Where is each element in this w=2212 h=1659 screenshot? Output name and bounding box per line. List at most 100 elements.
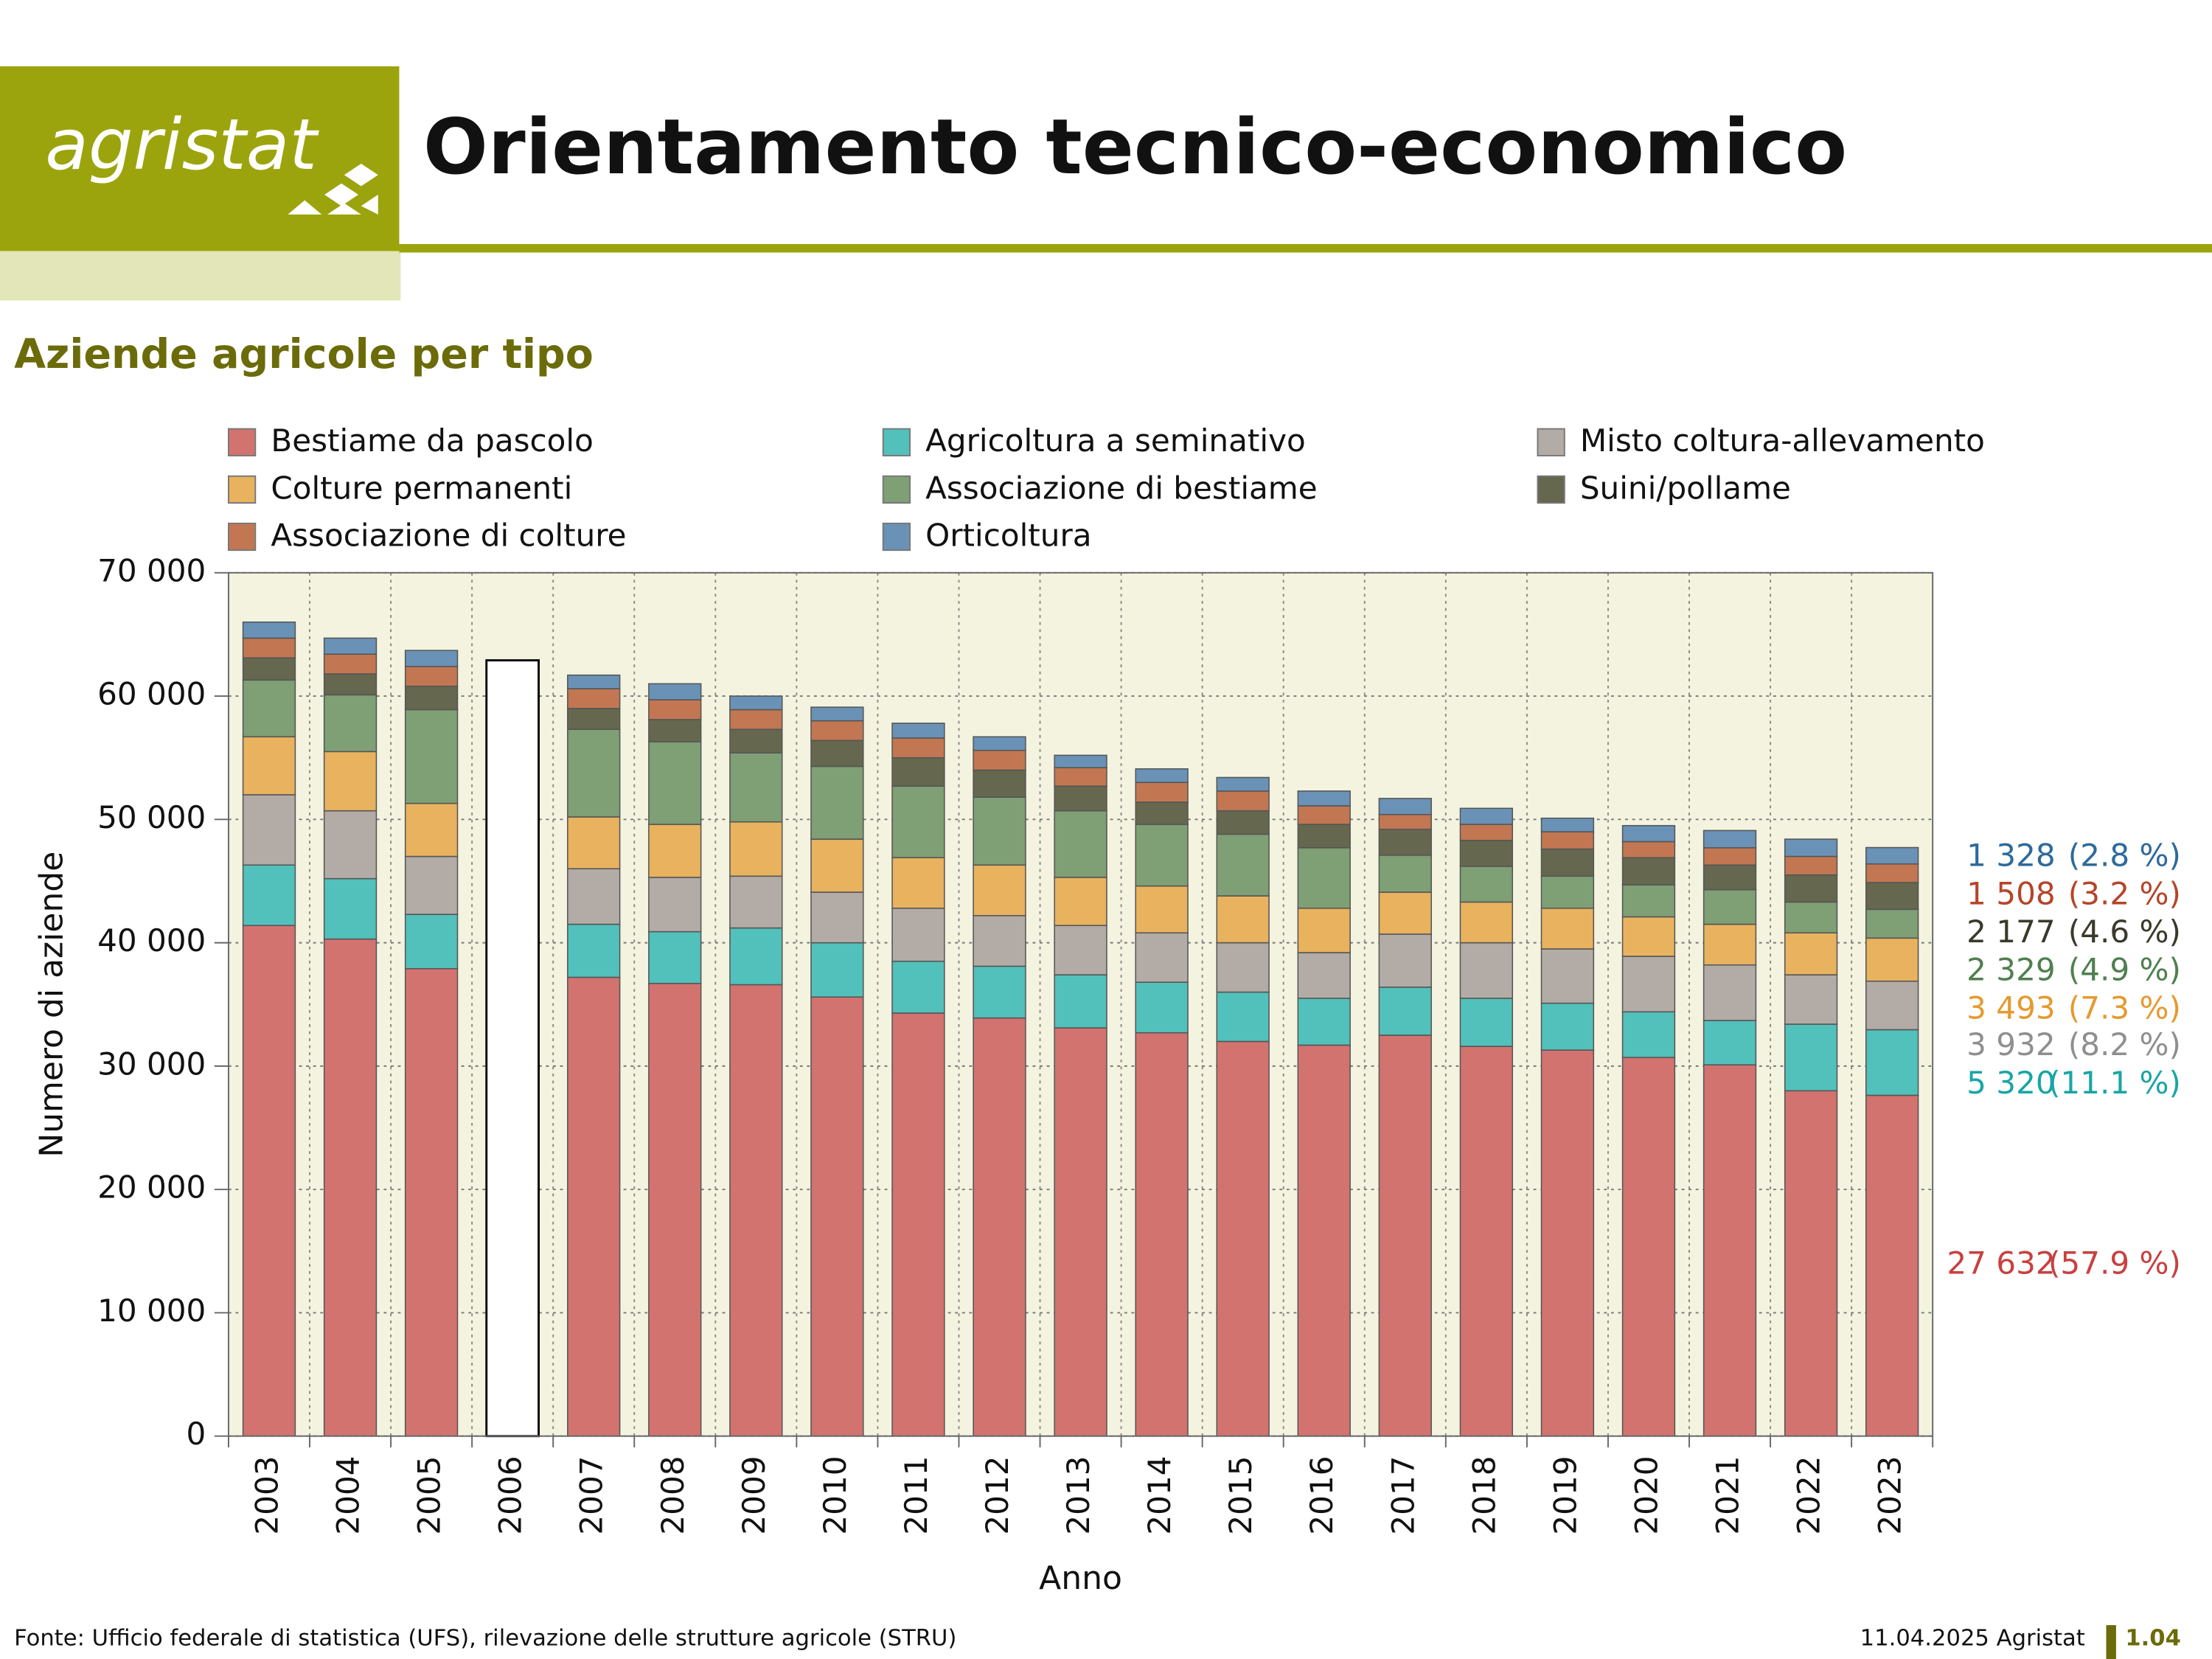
x-tick-label: 2014 (1141, 1455, 1178, 1534)
bar-segment (1459, 824, 1514, 841)
bar-segment (973, 736, 1026, 751)
bar-segment (1540, 875, 1595, 909)
bar-segment (323, 751, 378, 812)
end-share-label: (11.1 %) (2048, 1065, 2181, 1101)
x-tick-label: 2004 (330, 1455, 366, 1534)
source: Fonte: Ufficio federale di statistica (U… (14, 1626, 956, 1652)
bar-segment (1378, 828, 1432, 856)
bar-segment (1621, 857, 1676, 886)
bar-segment (1621, 956, 1676, 1013)
bar-segment (1135, 932, 1189, 983)
bar-segment (729, 821, 783, 877)
end-share-label: (2.8 %) (2068, 838, 2181, 874)
bar-segment (1297, 998, 1351, 1046)
bar-segment (1540, 1049, 1595, 1437)
legend-label: Agricoltura a seminativo (925, 422, 1306, 459)
logo-mark (288, 163, 378, 215)
bar-segment (1784, 838, 1838, 858)
bar-segment (973, 749, 1026, 771)
bar-segment (1865, 863, 1919, 883)
legend-label: Associazione di bestiame (925, 470, 1318, 506)
bar-segment (1135, 824, 1189, 887)
bar-segment (1459, 901, 1514, 944)
x-tick-label: 2015 (1222, 1455, 1259, 1534)
legend-swatch (227, 522, 257, 552)
end-value-label: 1 508 (1966, 875, 2055, 911)
bar-segment (810, 765, 864, 840)
legend-label: Colture permanenti (271, 470, 572, 506)
y-tick-label: 30 000 (97, 1046, 206, 1082)
bar-segment (1297, 908, 1351, 953)
bar-segment (1459, 942, 1514, 999)
bar-segment (1216, 991, 1270, 1043)
legend-swatch (882, 428, 911, 456)
bar-segment (404, 802, 459, 858)
bar-segment (810, 720, 864, 742)
bar-segment (1297, 1044, 1351, 1437)
bar-segment (891, 785, 945, 858)
x-tick-label: 2010 (817, 1455, 853, 1534)
bar-segment (1540, 817, 1595, 832)
x-tick-label: 2009 (736, 1455, 772, 1534)
bar-segment (891, 908, 945, 962)
bar-segment (891, 723, 945, 739)
bar-segment (1459, 998, 1514, 1047)
end-value-label: 3 932 (1966, 1026, 2055, 1062)
bar-segment (567, 923, 621, 978)
bar-segment (567, 688, 621, 709)
bar-segment (1703, 847, 1757, 866)
bar-segment (323, 877, 378, 940)
end-value-label: 2 329 (1966, 952, 2055, 988)
bar-segment (973, 1017, 1026, 1437)
x-tick-label: 2003 (248, 1455, 285, 1534)
bar-segment (1054, 754, 1107, 768)
bar-segment (1703, 864, 1757, 891)
bar-segment (1784, 1023, 1838, 1092)
logo: agristat (45, 103, 319, 186)
bar-segment (1297, 952, 1351, 999)
total-bar (485, 659, 540, 1438)
bar-segment (323, 694, 378, 753)
x-tick-label: 2022 (1791, 1455, 1827, 1534)
bar-segment (1621, 1057, 1676, 1437)
bar-segment (1054, 974, 1107, 1029)
y-tick-label: 60 000 (97, 676, 206, 712)
bar-segment (810, 838, 864, 893)
bar-segment (973, 796, 1026, 866)
bar-segment (1135, 782, 1189, 803)
bar-segment (1459, 866, 1514, 903)
bar-segment (648, 824, 702, 878)
end-share-label: (3.2 %) (2068, 875, 2181, 911)
bar-segment (810, 996, 864, 1437)
end-share-label: (4.6 %) (2068, 914, 2181, 950)
bar-segment (648, 699, 702, 720)
bar-segment (1378, 1034, 1432, 1437)
bar-segment (729, 728, 783, 754)
x-tick-label: 2017 (1385, 1455, 1421, 1534)
bar-segment (1621, 824, 1676, 843)
bar-segment (1054, 785, 1107, 812)
bar-segment (1378, 855, 1432, 893)
legend-label: Bestiame da pascolo (271, 422, 594, 459)
bar-segment (242, 864, 296, 926)
bar-segment (1378, 891, 1432, 935)
bar-segment (1378, 987, 1432, 1036)
end-share-label: (4.9 %) (2068, 952, 2181, 988)
page-title: Orientamento tecnico-economico (423, 103, 1847, 192)
bar-segment (242, 637, 296, 658)
legend-swatch (1537, 475, 1565, 504)
legend-swatch (227, 475, 257, 504)
legend-swatch (1537, 428, 1565, 456)
bar-segment (891, 857, 945, 909)
bar-segment (1378, 813, 1432, 830)
x-tick-label: 2007 (574, 1455, 610, 1534)
x-tick-label: 2012 (979, 1455, 1015, 1534)
y-axis-title: Numero di aziende (33, 852, 71, 1158)
y-tick-label: 10 000 (97, 1293, 206, 1329)
bar-segment (1054, 810, 1107, 878)
bar-segment (729, 752, 783, 823)
bar-segment (1540, 948, 1595, 1004)
bar-segment (1378, 798, 1432, 815)
bar-segment (404, 914, 459, 970)
